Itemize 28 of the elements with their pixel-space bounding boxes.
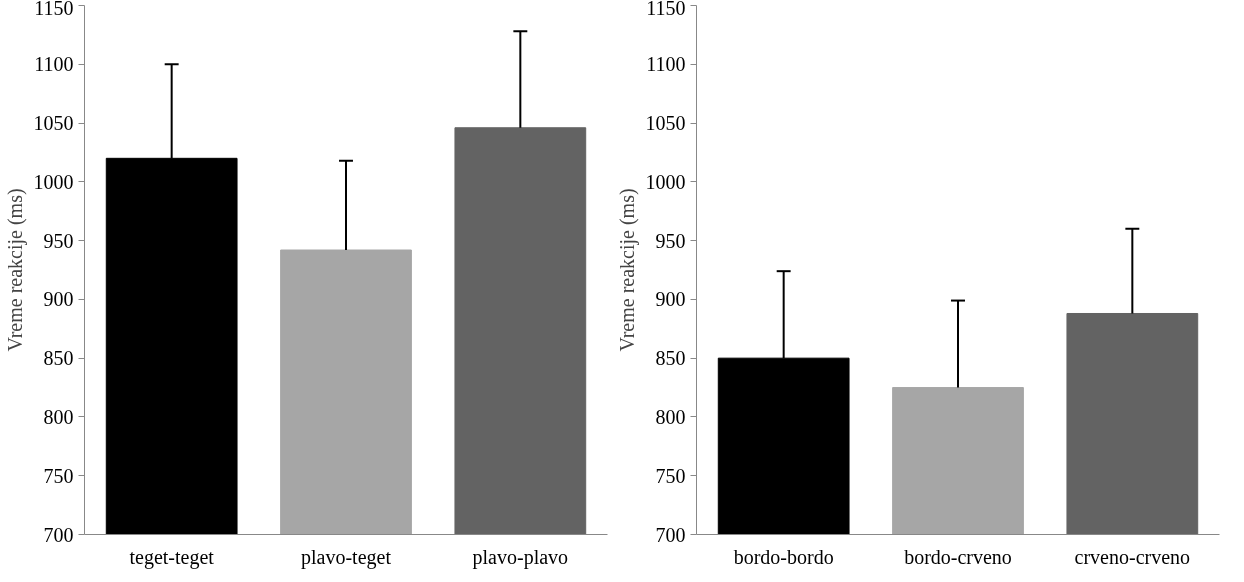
y-axis-title: Vreme reakcije (ms) xyxy=(3,188,27,352)
x-tick-label: plavo-plavo xyxy=(472,545,569,569)
x-tick-label: crveno-crveno xyxy=(1074,545,1191,568)
y-tick-label: 1100 xyxy=(646,53,686,76)
x-tick-label: bordo-crveno xyxy=(904,545,1012,568)
y-tick-label: 850 xyxy=(43,347,74,370)
y-tick-label: 900 xyxy=(655,288,686,311)
y-tick-label: 950 xyxy=(43,229,74,252)
y-tick-label: 800 xyxy=(43,405,74,428)
x-tick-label: bordo-bordo xyxy=(733,545,834,568)
y-tick-label: 750 xyxy=(655,464,686,487)
y-tick-label: 1150 xyxy=(34,0,74,19)
y-tick-label: 1000 xyxy=(33,170,74,193)
y-tick-label: 950 xyxy=(655,229,686,252)
y-tick-label: 1000 xyxy=(645,170,686,193)
y-tick-label: 850 xyxy=(655,347,686,370)
y-tick-label: 750 xyxy=(43,464,74,487)
y-axis-title: Vreme reakcije (ms) xyxy=(615,188,639,352)
y-tick-label: 1150 xyxy=(646,0,686,19)
y-tick-label: 1050 xyxy=(33,112,74,135)
y-tick-label: 900 xyxy=(43,288,74,311)
x-tick-label: plavo-teget xyxy=(301,545,392,569)
y-tick-label: 1050 xyxy=(645,112,686,135)
y-tick-label: 700 xyxy=(655,523,686,546)
x-tick-label: teget-teget xyxy=(129,545,215,569)
y-tick-label: 1100 xyxy=(34,53,74,76)
y-tick-label: 700 xyxy=(43,523,74,546)
y-tick-label: 800 xyxy=(655,405,686,428)
